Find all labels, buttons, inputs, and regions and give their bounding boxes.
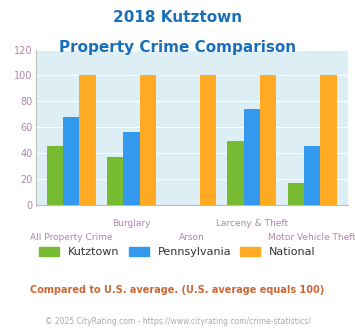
Bar — [244, 109, 260, 205]
Bar — [107, 157, 124, 205]
Bar — [304, 147, 320, 205]
Legend: Kutztown, Pennsylvania, National: Kutztown, Pennsylvania, National — [35, 242, 320, 262]
Bar — [47, 147, 63, 205]
Bar — [200, 75, 216, 205]
Text: Property Crime Comparison: Property Crime Comparison — [59, 40, 296, 54]
Text: Burglary: Burglary — [112, 219, 151, 228]
Bar — [80, 75, 96, 205]
Bar — [228, 141, 244, 205]
Text: Arson: Arson — [179, 233, 204, 242]
Text: 2018 Kutztown: 2018 Kutztown — [113, 10, 242, 25]
Text: © 2025 CityRating.com - https://www.cityrating.com/crime-statistics/: © 2025 CityRating.com - https://www.city… — [45, 317, 310, 326]
Text: Compared to U.S. average. (U.S. average equals 100): Compared to U.S. average. (U.S. average … — [31, 285, 324, 295]
Bar — [63, 117, 80, 205]
Bar — [140, 75, 156, 205]
Text: Larceny & Theft: Larceny & Theft — [216, 219, 288, 228]
Text: Motor Vehicle Theft: Motor Vehicle Theft — [268, 233, 355, 242]
Bar — [320, 75, 337, 205]
Text: All Property Crime: All Property Crime — [30, 233, 113, 242]
Bar — [288, 182, 304, 205]
Bar — [124, 132, 140, 205]
Bar — [260, 75, 276, 205]
